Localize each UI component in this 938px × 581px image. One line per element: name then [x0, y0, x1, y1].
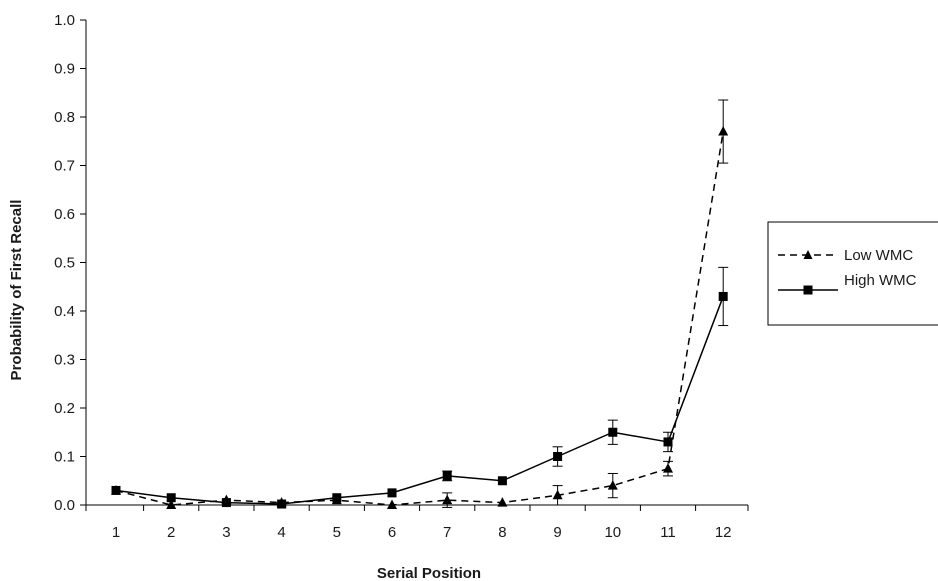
- x-tick-label: 2: [167, 524, 175, 541]
- legend-label-high-wmc: High WMC: [844, 272, 917, 289]
- x-tick-label: 10: [604, 524, 621, 541]
- x-tick-label: 7: [443, 524, 451, 541]
- x-axis-title: Serial Position: [377, 565, 481, 581]
- y-tick-label: 1.0: [54, 12, 75, 29]
- series-line-low-wmc: [115, 131, 724, 506]
- series-layer: [111, 99, 729, 509]
- y-tick-label: 0.1: [54, 449, 75, 466]
- x-tick-label: 9: [553, 524, 561, 541]
- series-low-wmc: [111, 99, 729, 509]
- x-tick-label: 1: [112, 524, 120, 541]
- x-tick-label: 11: [660, 524, 676, 541]
- data-point-square: [166, 493, 176, 503]
- data-point-square: [221, 498, 231, 508]
- data-point-square: [442, 471, 452, 481]
- data-point-square: [497, 476, 507, 486]
- y-tick-label: 0.9: [54, 61, 75, 78]
- x-tick-label: 3: [222, 524, 230, 541]
- data-point-triangle: [166, 499, 177, 509]
- data-point-triangle: [663, 463, 673, 473]
- x-ticks: 1 2 3 4 5 6 7 8 9 10 11 12: [85, 505, 749, 541]
- y-ticks: 0.0 0.1 0.2 0.3 0.4 0.5 0.6 0.7 0.8 0.9 1.0: [54, 12, 86, 514]
- data-point-square: [387, 488, 397, 498]
- y-tick-label: 0.7: [54, 158, 75, 175]
- y-tick-label: 0.4: [54, 303, 75, 320]
- legend-label-low-wmc: Low WMC: [844, 247, 913, 264]
- data-point-square: [111, 485, 121, 495]
- data-point-square: [663, 437, 673, 447]
- legend-marker-high-wmc: [803, 285, 813, 295]
- y-tick-label: 0.5: [54, 255, 75, 272]
- y-tick-label: 0.0: [54, 497, 75, 514]
- data-point-square: [718, 291, 728, 301]
- data-point-triangle: [718, 126, 729, 136]
- data-point-square: [608, 427, 618, 437]
- data-point-triangle: [442, 494, 453, 505]
- x-tick-label: 6: [388, 524, 396, 541]
- series-high-wmc: [111, 266, 729, 509]
- data-point-square: [277, 499, 287, 509]
- series-line-high-wmc: [115, 296, 724, 505]
- data-point-triangle: [552, 489, 563, 500]
- data-point-square: [332, 493, 342, 503]
- data-point-triangle: [497, 497, 508, 507]
- x-tick-label: 5: [333, 524, 341, 541]
- axes: [85, 20, 748, 506]
- x-tick-label: 8: [498, 524, 506, 541]
- legend: Low WMC High WMC: [767, 221, 938, 326]
- x-tick-label: 4: [277, 524, 285, 541]
- legend-box: [767, 221, 938, 326]
- y-tick-label: 0.3: [54, 352, 75, 369]
- data-point-square: [553, 452, 563, 461]
- y-axis-title: Probability of First Recall: [8, 200, 25, 381]
- data-point-triangle: [607, 480, 618, 490]
- x-tick-label: 12: [715, 524, 732, 541]
- y-tick-label: 0.8: [54, 109, 75, 126]
- legend-marker-low-wmc: [803, 250, 813, 259]
- y-tick-label: 0.6: [54, 206, 75, 223]
- y-tick-label: 0.2: [54, 400, 75, 417]
- data-point-triangle: [387, 499, 397, 509]
